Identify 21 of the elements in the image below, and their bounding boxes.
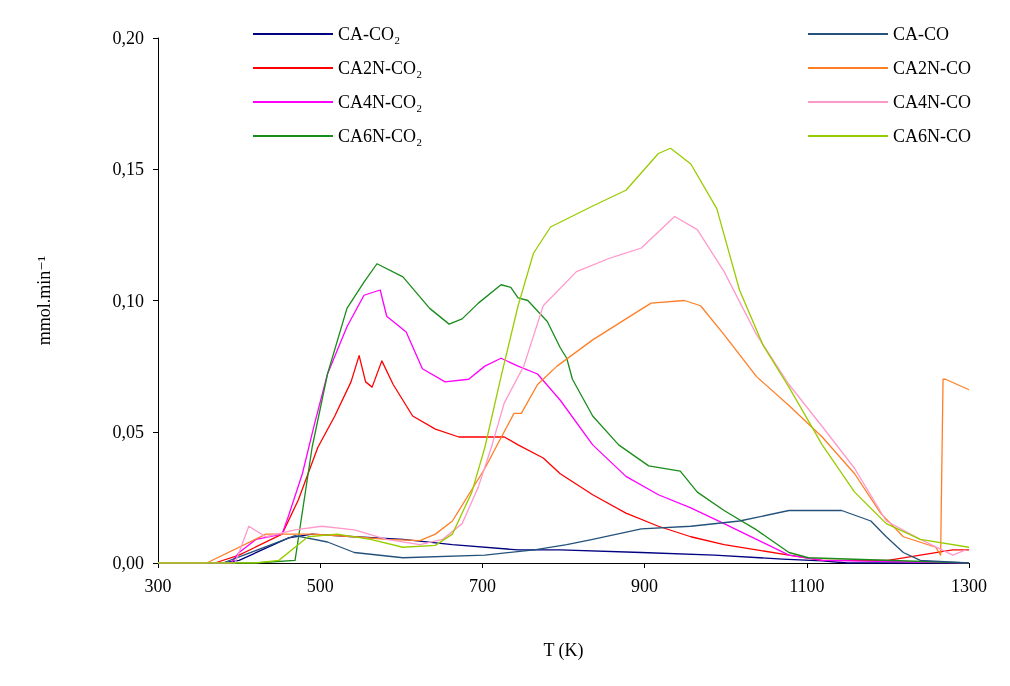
legend-label: CA4N-CO₂: [338, 92, 423, 112]
y-tick-label: 0,10: [112, 290, 144, 311]
y-tick-label: 0,15: [112, 159, 144, 180]
x-tick-label: 700: [468, 576, 496, 596]
x-tick-label: 1100: [789, 576, 825, 596]
legend-label: CA4N-CO: [893, 92, 972, 112]
legend-label: CA-CO₂: [338, 24, 401, 44]
y-axis-title: mmol.min⁻¹: [34, 255, 54, 346]
y-tick-label: 0,00: [112, 553, 144, 573]
x-tick-label: 1300: [951, 576, 987, 596]
x-tick-label: 500: [306, 576, 334, 596]
legend-label: CA6N-CO₂: [338, 126, 423, 146]
x-tick-label: 900: [631, 576, 659, 596]
legend-label: CA6N-CO: [893, 126, 972, 146]
y-tick-label: 0,05: [112, 421, 144, 442]
legend-label: CA2N-CO: [893, 58, 972, 78]
y-tick-label: 0,20: [112, 28, 144, 48]
x-tick-label: 300: [144, 576, 172, 596]
legend-label: CA2N-CO₂: [338, 58, 423, 78]
legend-label: CA-CO: [893, 24, 950, 44]
x-axis-title: T (K): [543, 640, 584, 661]
